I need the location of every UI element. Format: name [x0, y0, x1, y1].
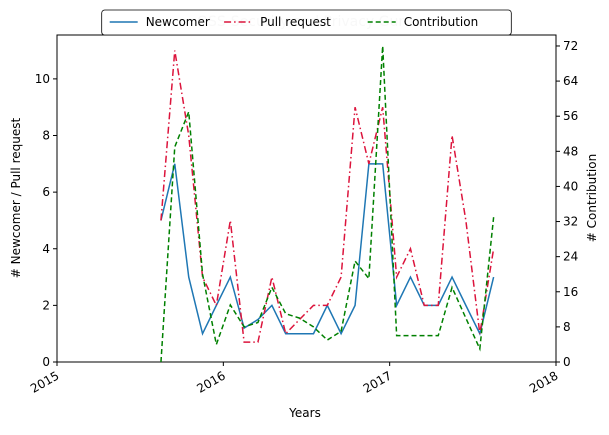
y2-tick-label: 8 [563, 320, 571, 334]
x-tick-label: 2016 [194, 368, 227, 395]
y-tick-label: 8 [42, 129, 50, 143]
legend: Newcomer Pull request Contribution [101, 9, 512, 36]
series-line [160, 45, 495, 363]
y2-tick-label: 64 [563, 74, 578, 88]
y-tick-label: 10 [35, 72, 50, 86]
x-tick-label: 2015 [28, 368, 61, 395]
series-line [160, 163, 495, 336]
plot-frame [56, 34, 557, 363]
y-axis-label: # Newcomer / Pull request [9, 118, 23, 279]
y2-tick-label: 24 [563, 250, 578, 264]
y-tick-label: 6 [42, 185, 50, 199]
x-tick-label: 2018 [527, 368, 560, 395]
x-axis-label: Years [288, 406, 321, 420]
y2-tick-label: 56 [563, 109, 578, 123]
legend-label: Newcomer [146, 15, 210, 29]
y2-tick-label: 40 [563, 179, 578, 193]
y2-tick-label: 48 [563, 144, 578, 158]
y2-tick-label: 16 [563, 285, 578, 299]
y2-axis-label: # Contribution [585, 154, 599, 242]
legend-box [101, 9, 512, 36]
legend-label: Pull request [260, 15, 331, 29]
series-line [160, 50, 495, 343]
y-tick-label: 2 [42, 298, 50, 312]
y2-tick-label: 72 [563, 39, 578, 53]
y-tick-label: 4 [42, 242, 50, 256]
y-tick-label: 0 [42, 355, 50, 369]
y2-tick-label: 0 [563, 355, 571, 369]
x-tick-label: 2017 [361, 368, 394, 395]
y2-tick-label: 32 [563, 215, 578, 229]
legend-label: Contribution [404, 15, 479, 29]
